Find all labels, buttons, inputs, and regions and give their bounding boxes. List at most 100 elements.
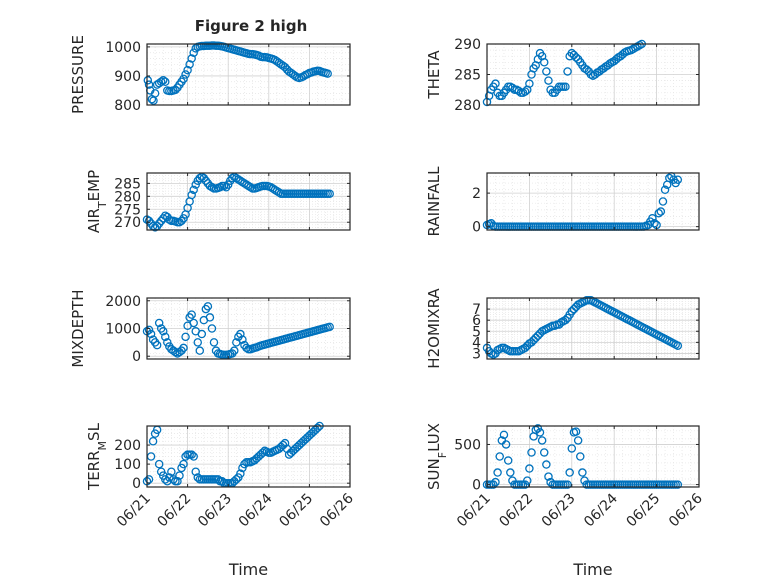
marker-series (482, 424, 683, 489)
y-tick-label: 285 (114, 176, 141, 192)
marker-series (143, 41, 332, 105)
data-point (506, 468, 515, 477)
data-point (527, 338, 536, 347)
data-point (199, 173, 209, 183)
data-point (325, 189, 334, 198)
data-point (187, 450, 196, 459)
data-point (219, 181, 229, 191)
data-point (673, 341, 683, 350)
x-tick-label: 06/24 (236, 490, 276, 530)
y-tick-label: 500 (454, 437, 481, 453)
data-point (531, 333, 541, 343)
data-point (656, 207, 666, 216)
data-point (187, 54, 196, 63)
x-tick-label: 06/25 (624, 491, 664, 531)
marker-series (482, 295, 683, 359)
data-point (150, 89, 160, 98)
data-point (539, 448, 549, 457)
axes-background (487, 426, 699, 487)
data-point (179, 459, 188, 469)
data-point (207, 324, 217, 333)
data-point (156, 77, 166, 87)
data-point (665, 173, 674, 183)
data-point (205, 313, 215, 322)
x-tick-label: 06/24 (581, 490, 621, 530)
data-point (567, 444, 577, 453)
data-point (197, 329, 207, 339)
data-point (673, 175, 683, 184)
y-axis-label: PRESSURE (69, 35, 87, 114)
data-point (323, 69, 332, 78)
data-point (280, 438, 290, 448)
data-point (144, 216, 154, 226)
data-point (650, 219, 659, 228)
data-point (299, 72, 308, 81)
data-point (535, 428, 545, 437)
data-point (189, 318, 198, 328)
y-tick-label: 270 (114, 215, 141, 231)
data-point (187, 310, 196, 319)
data-point (165, 473, 174, 482)
data-point (501, 440, 511, 449)
data-point (525, 79, 534, 88)
y-tick-label: 200 (114, 438, 141, 454)
data-point (193, 338, 202, 347)
data-point (175, 471, 184, 480)
y-tick-label: 275 (114, 202, 141, 218)
y-tick-label: 290 (454, 37, 481, 53)
y-tick-label: 2 (472, 186, 481, 202)
data-point (520, 87, 530, 96)
y-tick-label: 6 (472, 313, 481, 329)
data-point (537, 436, 547, 445)
data-point (183, 65, 192, 75)
data-point (290, 71, 300, 81)
data-point (177, 216, 186, 226)
data-point (228, 173, 237, 183)
subplot: 280 285 290 THETA (425, 37, 700, 114)
data-point (578, 468, 587, 477)
y-tick-label: 100 (114, 457, 141, 473)
data-point (523, 476, 532, 485)
figure-title: Figure 2 high (195, 17, 308, 35)
data-point (499, 430, 509, 440)
axes-box (486, 425, 700, 488)
data-point (165, 215, 174, 224)
data-point (171, 347, 180, 357)
data-point (185, 60, 194, 69)
data-point (563, 480, 572, 489)
data-point (179, 343, 188, 353)
data-point (161, 475, 170, 484)
data-point (203, 302, 213, 311)
subplot: 06/21 06/22 06/23 06/24 06/25 06/26 0 100 200 TER… (85, 421, 357, 579)
y-tick-label: 0 (472, 220, 481, 236)
y-axis-label: H2OMIXRA (425, 288, 443, 369)
data-point (313, 423, 322, 433)
marker-series (142, 302, 334, 360)
y-axis-label: RAINFALL (425, 166, 443, 237)
y-tick-label: 1000 (105, 40, 141, 56)
y-axis-label: MIXDEPTH (69, 289, 87, 367)
x-tick-label: 06/21 (114, 491, 154, 531)
data-point (503, 456, 513, 465)
data-point (274, 188, 284, 197)
data-point (325, 322, 334, 332)
data-point (571, 427, 581, 436)
y-tick-label: 285 (454, 68, 481, 84)
data-point (189, 48, 198, 57)
data-point (169, 475, 178, 484)
data-point (213, 475, 223, 484)
data-point (158, 327, 168, 336)
y-tick-label: 0 (472, 478, 481, 494)
data-point (563, 67, 572, 76)
axes-box (486, 172, 700, 231)
data-point (181, 70, 190, 79)
y-tick-label: 0 (132, 476, 141, 492)
marker-series (142, 172, 334, 232)
data-point (163, 338, 172, 347)
data-point (533, 424, 543, 433)
axes-box (146, 43, 351, 106)
data-point (143, 76, 153, 85)
axes-box (146, 425, 351, 488)
data-point (171, 85, 180, 95)
